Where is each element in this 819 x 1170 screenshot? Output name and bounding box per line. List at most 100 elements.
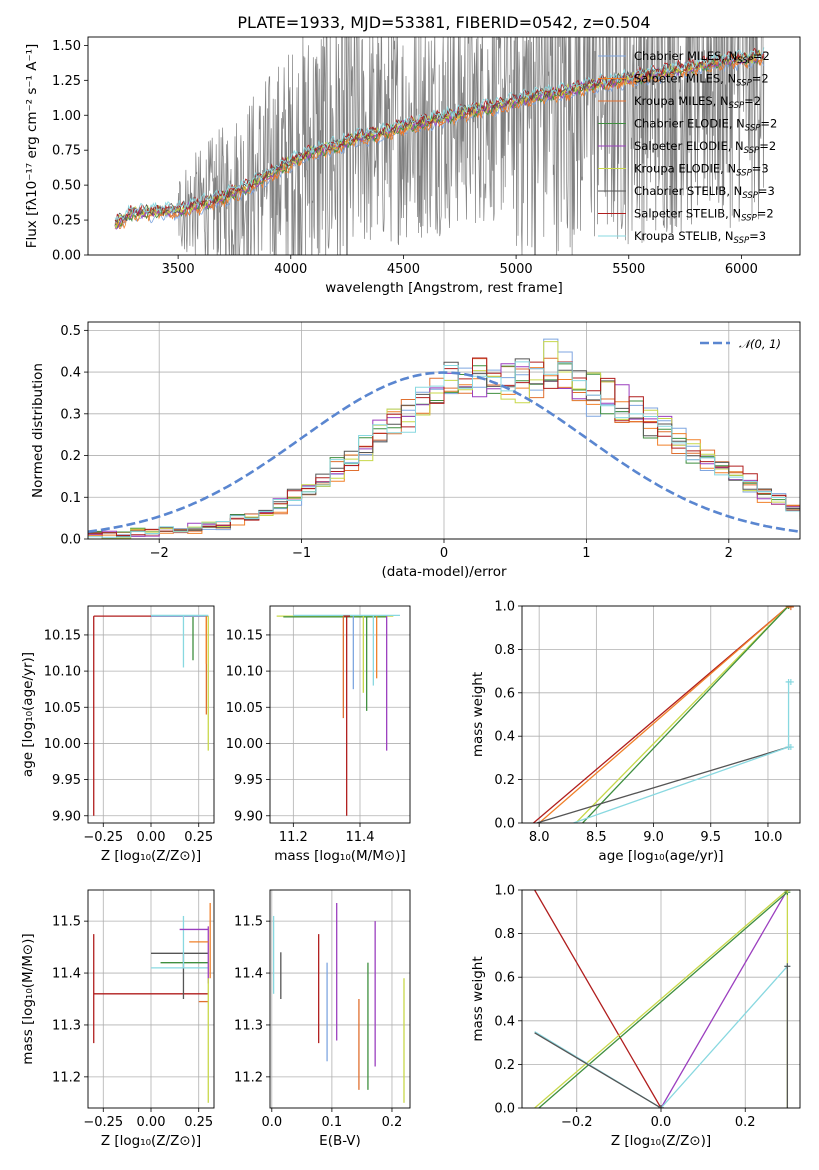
legend-label-0: Chabrier MILES, NSSP=2 — [634, 49, 770, 66]
segment-3 — [538, 891, 788, 1108]
x-tick-label: −1 — [292, 546, 311, 561]
y-tick-label: 9.90 — [234, 809, 263, 824]
legend-label-8: Kroupa STELIB, NSSP=3 — [634, 229, 766, 246]
x-tick-label: 0.2 — [382, 1115, 403, 1130]
axes-frame — [87, 889, 215, 1109]
model-line-2 — [114, 52, 765, 229]
histogram-0 — [88, 338, 800, 539]
axes-frame — [521, 889, 801, 1109]
y-tick-label: 0.4 — [494, 1014, 515, 1029]
y-tick-label: 11.4 — [234, 967, 263, 982]
histogram-5 — [88, 341, 800, 539]
y-tick-label: 0.4 — [494, 730, 515, 745]
x-tick-label: 0.0 — [261, 1115, 282, 1130]
model-line-8 — [114, 47, 765, 221]
x-axis-label: Z [log₁₀(Z/Z⊙)] — [101, 1133, 201, 1149]
y-tick-label: 11.5 — [234, 915, 263, 930]
y-tick-label: 0.2 — [494, 1058, 515, 1073]
legend: Chabrier MILES, NSSP=2 Salpeter MILES, NS… — [598, 49, 777, 246]
plot-marks — [88, 338, 800, 539]
x-tick-label: 0.0 — [651, 1115, 672, 1130]
plot-marks — [114, 37, 765, 255]
y-axis-label: age [log₁₀(age/yr)] — [20, 652, 36, 777]
legend-label-7: Salpeter STELIB, NSSP=2 — [634, 207, 774, 224]
histogram-7 — [88, 357, 800, 536]
y-tick-label: 9.95 — [234, 773, 263, 788]
endpoint-marker-7 — [784, 890, 791, 893]
y-tick-label: 1.00 — [52, 109, 81, 124]
x-tick-label: 0.00 — [137, 1115, 166, 1130]
legend-label-4: Salpeter ELODIE, NSSP=2 — [634, 139, 776, 156]
y-axis-label: Normed distribution — [30, 363, 46, 498]
legend-label-2: Kroupa MILES, NSSP=2 — [634, 94, 761, 111]
y-axis-label: mass [log₁₀(M/M⊙)] — [20, 933, 36, 1064]
axes-mass-vs-ebv: 0.0 0.1 0.2 11.2 11.3 11.4 11.5 E(B-V) — [234, 889, 411, 1149]
plot-marks — [272, 902, 405, 1103]
endpoint-marker-8 — [787, 678, 794, 685]
legend-label-6: Chabrier STELIB, NSSP=3 — [634, 184, 775, 201]
axes-frame — [269, 889, 411, 1109]
endpoint-marker-6 — [658, 1105, 664, 1108]
x-tick-label: −0.2 — [561, 1115, 593, 1130]
endpoint-marker-9 — [787, 606, 794, 611]
x-tick-label: 4000 — [274, 262, 307, 277]
y-tick-label: 0.2 — [60, 449, 81, 464]
axes-age-vs-Z: −0.25 0.00 0.25 9.90 9.95 10.00 10.05 10.10 10.1… — [20, 605, 215, 864]
y-tick-label: 11.4 — [52, 967, 81, 982]
plot-marks — [276, 614, 400, 816]
y-axis-label: mass weight — [470, 956, 486, 1041]
x-tick-label: 5000 — [500, 262, 533, 277]
histogram-8 — [88, 361, 800, 538]
plot-marks — [533, 606, 794, 823]
endpoint-marker-7 — [787, 744, 794, 751]
segment-2 — [534, 890, 788, 1108]
x-tick-label: 9.0 — [643, 830, 664, 845]
figure-title: PLATE=1933, MJD=53381, FIBERID=0542, z=0… — [237, 13, 650, 32]
segment-3 — [582, 606, 790, 823]
x-tick-label: 9.5 — [700, 830, 721, 845]
y-tick-label: 0.1 — [60, 491, 81, 506]
x-axis-label: Z [log₁₀(Z/Z⊙)] — [611, 1133, 711, 1149]
y-tick-label: 0.8 — [494, 643, 515, 658]
y-tick-label: 10.00 — [44, 737, 81, 752]
axes-massweight-vs-Z: −0.2 0.0 0.2 0.0 0.2 0.4 0.6 0.8 1.0 Z [log₁₀(Z/Z… — [470, 884, 801, 1149]
y-tick-label: 11.5 — [52, 915, 81, 930]
y-tick-label: 1.50 — [52, 39, 81, 54]
plot-area — [270, 606, 410, 823]
y-tick-label: 10.15 — [44, 628, 81, 643]
segment-5 — [573, 746, 789, 823]
legend-label-5: Kroupa ELODIE, NSSP=3 — [634, 162, 769, 179]
x-tick-label: 0.25 — [184, 1115, 213, 1130]
y-tick-label: 1.0 — [494, 600, 515, 615]
x-axis-label: Z [log₁₀(Z/Z⊙)] — [101, 848, 201, 864]
axes-age-vs-mass: 11.2 11.4 9.90 9.95 10.00 10.05 10.10 10.15 mass… — [226, 605, 411, 864]
x-tick-label: 0.1 — [322, 1115, 343, 1130]
y-axis-label: Flux [fλ10⁻¹⁷ erg cm⁻² s⁻¹ A⁻¹] — [24, 44, 40, 249]
y-tick-label: 11.3 — [52, 1018, 81, 1033]
y-tick-label: 1.25 — [52, 74, 81, 89]
axes-spectrum: 3500 4000 4500 5000 5500 6000 0.00 0.25 0.50 0.75… — [24, 36, 801, 296]
x-tick-label: 10.0 — [753, 830, 782, 845]
segment-6 — [534, 1032, 662, 1108]
y-tick-label: 0.4 — [60, 366, 81, 381]
y-tick-label: 1.0 — [494, 884, 515, 899]
y-tick-label: 0.0 — [494, 1102, 515, 1117]
x-tick-label: 5500 — [612, 262, 645, 277]
y-tick-label: 0.6 — [494, 971, 515, 986]
y-tick-label: 0.8 — [494, 927, 515, 942]
x-axis-label: mass [log₁₀(M/M⊙)] — [274, 848, 405, 864]
x-axis-label: E(B-V) — [319, 1133, 361, 1149]
segment-0 — [534, 890, 662, 1108]
axes-massweight-vs-age: 8.0 8.5 9.0 9.5 10.0 0.0 0.2 0.4 0.6 0.8 1.0 age [l… — [470, 600, 801, 864]
y-tick-label: 0.50 — [52, 179, 81, 194]
legend-label-3: Chabrier ELODIE, NSSP=2 — [634, 117, 777, 134]
x-tick-label: 11.2 — [279, 830, 308, 845]
x-axis-label: wavelength [Angstrom, rest frame] — [325, 280, 563, 296]
legend-label-normal: 𝒩(0, 1) — [739, 337, 781, 351]
y-tick-label: 0.25 — [52, 214, 81, 229]
endpoint-marker-8 — [784, 963, 791, 970]
y-tick-label: 9.95 — [52, 773, 81, 788]
x-tick-label: 0.25 — [184, 830, 213, 845]
y-tick-label: 0.3 — [60, 407, 81, 422]
